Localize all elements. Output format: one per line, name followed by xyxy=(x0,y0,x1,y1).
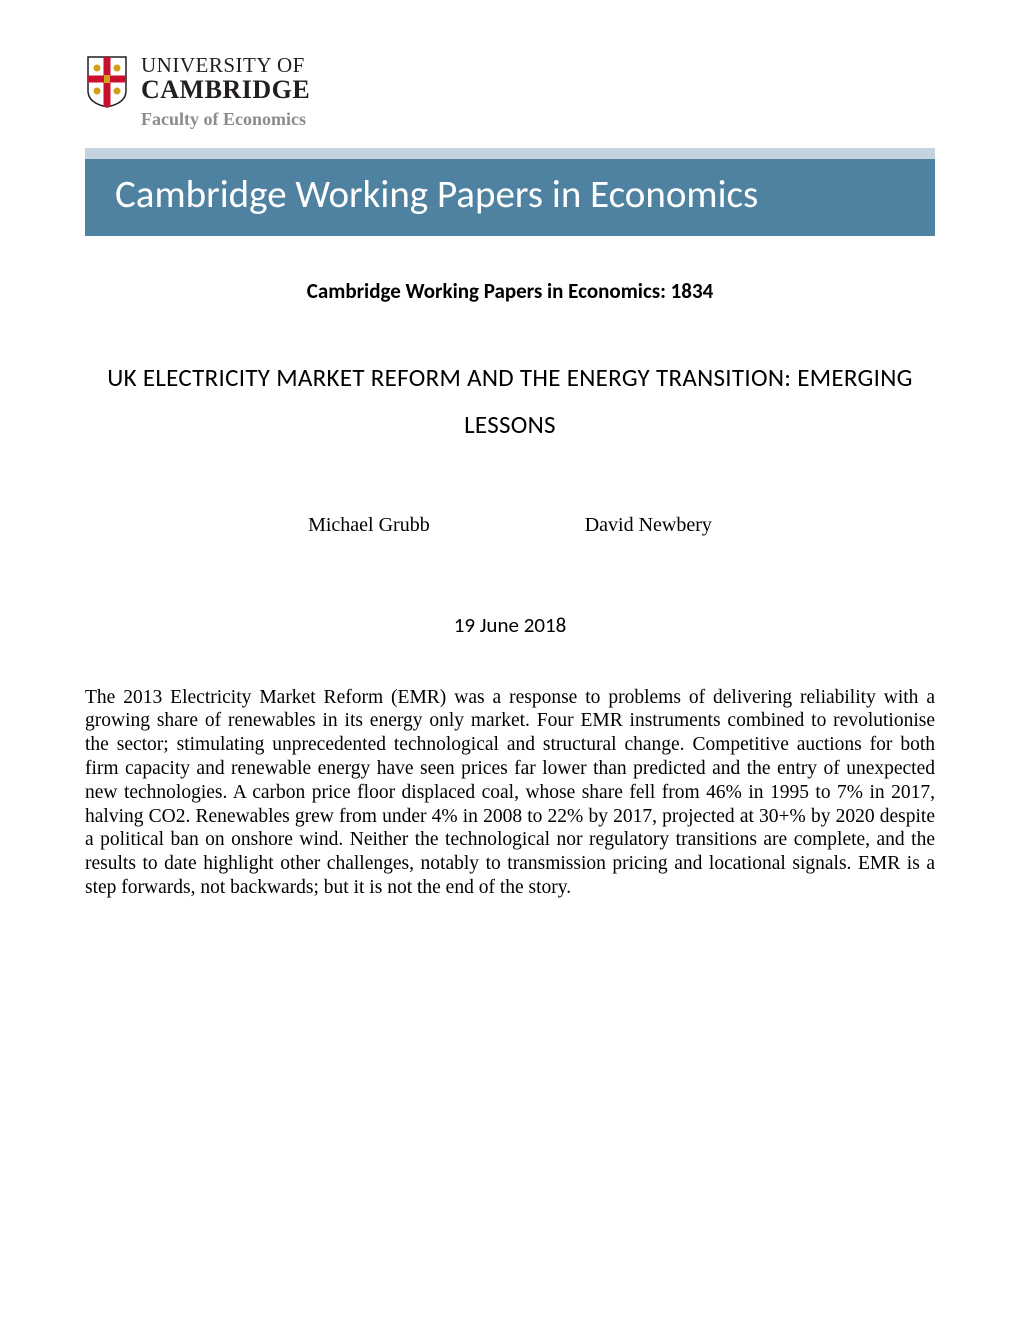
banner-title: Cambridge Working Papers in Economics xyxy=(85,159,935,236)
authors: Michael Grubb David Newbery xyxy=(85,514,935,537)
crest-icon xyxy=(85,55,129,109)
university-line1: UNIVERSITY OF xyxy=(141,55,310,76)
logo-text: UNIVERSITY OF CAMBRIDGE Faculty of Econo… xyxy=(141,55,310,130)
series-number: Cambridge Working Papers in Economics: 1… xyxy=(85,278,935,304)
abstract: The 2013 Electricity Market Reform (EMR)… xyxy=(85,686,935,900)
banner-top-bar xyxy=(85,148,935,159)
author-2: David Newbery xyxy=(585,514,712,537)
banner: Cambridge Working Papers in Economics xyxy=(85,148,935,236)
date: 19 June 2018 xyxy=(85,612,935,638)
paper-title: UK ELECTRICITY MARKET REFORM AND THE ENE… xyxy=(85,354,935,449)
university-line2: CAMBRIDGE xyxy=(141,76,310,105)
author-1: Michael Grubb xyxy=(308,514,430,537)
university-logo: UNIVERSITY OF CAMBRIDGE Faculty of Econo… xyxy=(85,55,935,130)
faculty-line: Faculty of Economics xyxy=(141,109,310,130)
